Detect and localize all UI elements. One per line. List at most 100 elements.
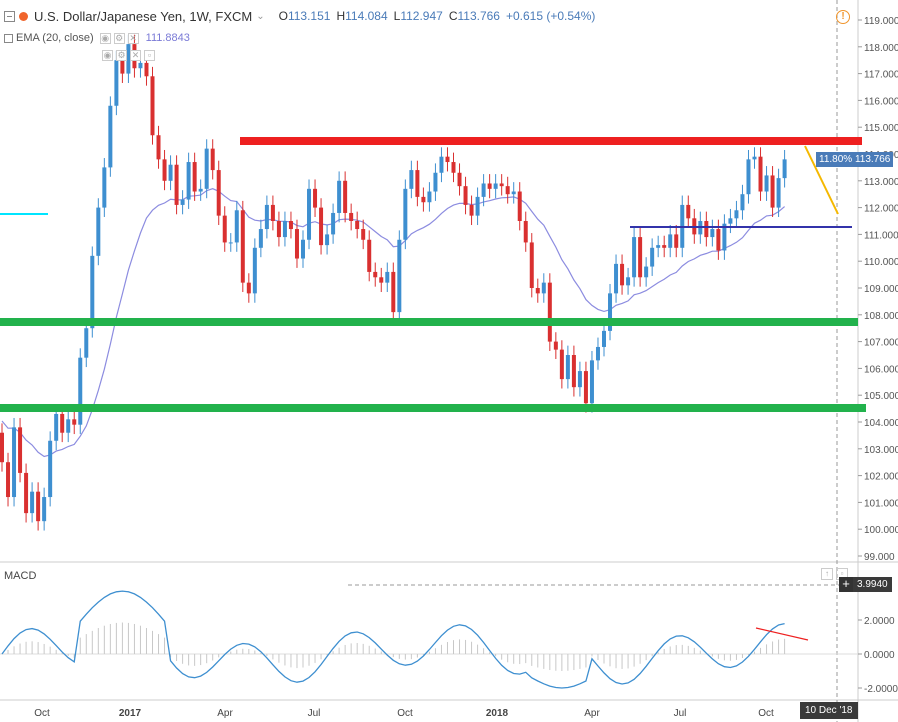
price-tick-label: 111.000: [864, 230, 898, 241]
candle-body: [343, 180, 348, 213]
candle-body: [216, 170, 221, 216]
candle-body: [589, 360, 594, 404]
candle-body: [457, 172, 462, 187]
candle-body: [565, 355, 570, 380]
macd-label[interactable]: MACD: [4, 570, 37, 582]
candle-body: [782, 159, 787, 179]
ohlc-open: O113.151: [278, 9, 331, 23]
indicator-label[interactable]: EMA (20, close): [16, 32, 94, 44]
price-tick-label: 112.000: [864, 204, 898, 215]
candle-body: [349, 212, 354, 221]
settings-icon[interactable]: ⚙: [116, 50, 127, 61]
candle-body: [198, 188, 203, 192]
alert-icon[interactable]: !: [836, 10, 850, 24]
candle-body: [620, 263, 625, 286]
candle-body: [36, 491, 41, 522]
candle-body: [704, 221, 709, 238]
candle-body: [156, 135, 161, 160]
candle-body: [234, 210, 239, 243]
eye-icon[interactable]: ◉: [102, 50, 113, 61]
time-tick-label: Apr: [217, 708, 233, 719]
candle-body: [499, 183, 504, 187]
candle-body: [270, 204, 275, 221]
candle-body: [204, 148, 209, 189]
close-icon[interactable]: ✕: [130, 50, 141, 61]
candle-body: [577, 371, 582, 388]
candle-body: [307, 188, 312, 240]
candle-body: [638, 237, 643, 278]
candle-body: [54, 413, 59, 441]
candle-body: [439, 156, 444, 173]
candle-body: [186, 162, 191, 200]
candle-body: [493, 183, 498, 189]
candle-body: [409, 170, 414, 189]
candle-body: [541, 282, 546, 294]
price-change: +0.615 (+0.54%): [505, 9, 596, 23]
candle-body: [614, 263, 619, 294]
plus-icon[interactable]: +: [839, 577, 853, 592]
candle-body: [776, 178, 781, 208]
candle-body: [710, 229, 715, 238]
candle-body: [650, 247, 655, 267]
candle-body: [138, 62, 143, 69]
price-tick-label: 99.000: [864, 552, 895, 563]
time-tick-label: 2017: [119, 708, 142, 719]
macd-tick-label: 0.0000: [864, 650, 895, 661]
price-tick-label: 106.000: [864, 364, 898, 375]
price-tick-label: 110.000: [864, 257, 898, 268]
candle-body: [24, 472, 29, 514]
chevron-down-icon[interactable]: ⌄: [256, 10, 265, 22]
candle-body: [397, 239, 402, 313]
candle-body: [656, 245, 661, 248]
time-tick-label: Oct: [758, 708, 774, 719]
price-tick-label: 117.000: [864, 70, 898, 81]
candle-body: [415, 170, 420, 197]
candle-body: [210, 148, 215, 171]
candle-body: [451, 162, 456, 173]
candle-body: [734, 210, 739, 219]
indicator-value: 111.8843: [145, 32, 190, 44]
price-tick-label: 101.000: [864, 498, 898, 509]
candle-body: [626, 277, 631, 286]
candle-body: [403, 188, 408, 240]
candle-body: [505, 186, 510, 195]
ohlc-high: H114.084: [336, 9, 388, 23]
price-tick-label: 104.000: [864, 418, 898, 429]
candle-body: [72, 419, 77, 425]
eye-icon[interactable]: ◉: [99, 32, 111, 44]
candle-body: [559, 349, 564, 380]
candle-body: [0, 432, 4, 463]
candle-body: [595, 346, 600, 361]
last-price-label: 11.80% 113.766: [816, 152, 894, 167]
close-icon[interactable]: ✕: [127, 32, 139, 44]
collapse-icon[interactable]: [4, 33, 13, 43]
candle-body: [632, 237, 637, 278]
time-tick-label: Jul: [674, 708, 687, 719]
crosshair-date-label: 10 Dec '18: [800, 702, 858, 719]
indicator-legend: EMA (20, close) ◉ ⚙ ✕ 111.8843: [0, 30, 190, 46]
price-tick-label: 116.000: [864, 96, 898, 107]
candle-body: [331, 212, 336, 235]
time-tick-label: Oct: [34, 708, 50, 719]
candle-body: [529, 242, 534, 288]
ohlc-close: C113.766: [448, 9, 500, 23]
pane-up-icon[interactable]: ↑: [821, 568, 833, 580]
settings-icon[interactable]: ⚙: [113, 32, 125, 44]
candle-body: [553, 341, 558, 350]
chart-header: U.S. Dollar/Japanese Yen, 1W, FXCM ⌄ O11…: [0, 6, 595, 26]
price-tick-label: 107.000: [864, 338, 898, 349]
collapse-icon[interactable]: [4, 10, 15, 22]
more-icon[interactable]: ▫: [144, 50, 155, 61]
candle-body: [433, 172, 438, 192]
price-tick-label: 105.000: [864, 391, 898, 402]
candle-body: [246, 282, 251, 294]
candle-body: [361, 229, 366, 240]
candle-body: [674, 234, 679, 248]
candle-body: [18, 427, 23, 473]
candle-body: [752, 156, 757, 160]
price-tick-label: 113.000: [864, 177, 898, 188]
symbol-title[interactable]: U.S. Dollar/Japanese Yen, 1W, FXCM: [34, 8, 253, 24]
candle-body: [319, 207, 324, 246]
candle-body: [445, 156, 450, 163]
